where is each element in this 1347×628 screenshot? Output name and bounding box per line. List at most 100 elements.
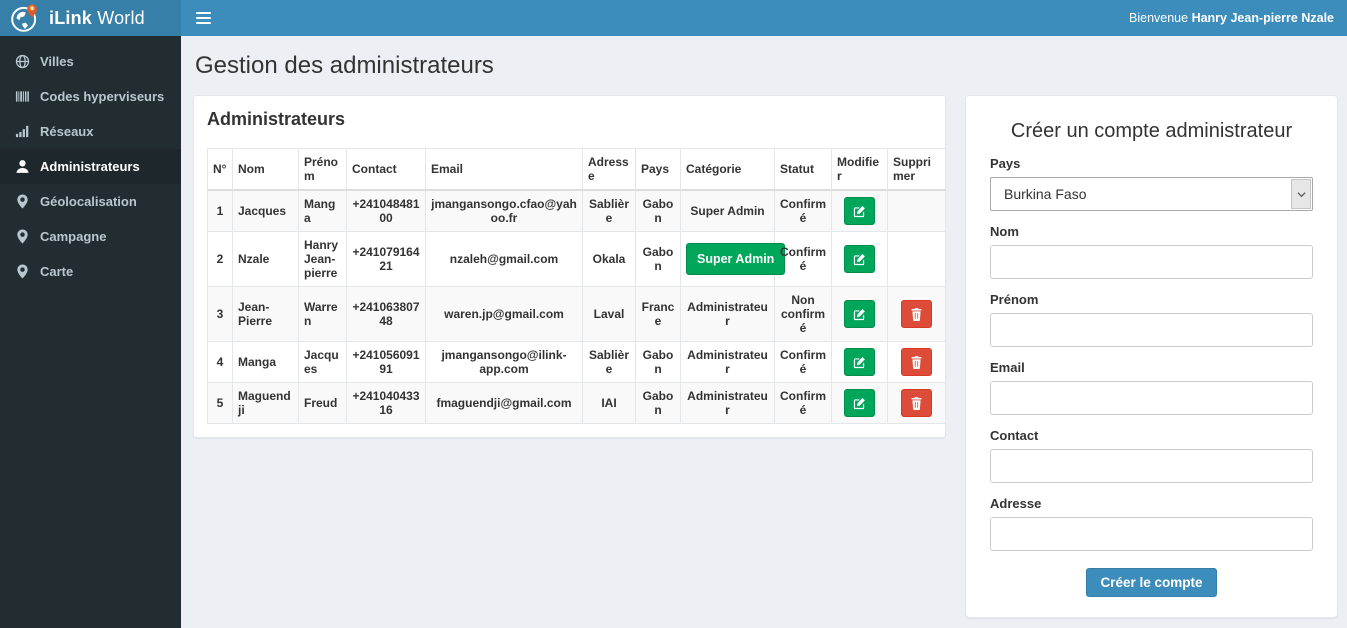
delete-button[interactable] [901,300,932,328]
table-row: 3 Jean-Pierre Warren +24106380748 waren.… [207,286,946,342]
cell-contact: +24104848100 [346,189,426,232]
cell-nom: Jacques [232,189,299,232]
cell-nom: Nzale [232,231,299,287]
col-header-email: Email [425,148,583,191]
contact-field[interactable] [990,449,1313,483]
edit-button[interactable] [844,348,875,376]
table-row: 2 Nzale Hanry Jean-pierre +24107916421 n… [207,231,946,287]
cell-numero: 5 [207,382,233,424]
map-marker-icon [17,264,28,279]
brand-title: iLink World [49,7,145,28]
nom-field[interactable] [990,245,1313,279]
cell-modifier [831,286,888,342]
cell-categorie: Super Admin [680,231,786,287]
administrators-table: N° Nom Prénom Contact Email Adresse Pays… [207,148,946,424]
prenom-label: Prénom [990,292,1039,307]
cell-contact: +24105609191 [346,341,426,383]
cell-prenom: Jacques [298,341,347,383]
cell-categorie: Administrateur [680,341,775,383]
categorie-super-admin-button[interactable]: Super Admin [686,243,786,275]
cell-supprimer [887,189,946,232]
welcome-prefix: Bienvenue [1129,11,1192,25]
sidebar-item-campagne[interactable]: Campagne [0,219,181,254]
email-field[interactable] [990,381,1313,415]
cell-numero: 3 [207,286,233,342]
sidebar-item-reseaux[interactable]: Réseaux [0,114,181,149]
table-row: 5 Maguendji Freud +24104043316 fmaguendj… [207,382,946,424]
cell-email: fmaguendji@gmail.com [425,382,583,424]
cell-pays: Gabon [635,189,681,232]
cell-modifier [831,231,888,287]
col-header-supprimer: Supprimer [887,148,946,191]
table-row: 1 Jacques Manga +24104848100 jmangansong… [207,189,946,232]
ilink-globe-pin-logo-icon: $ [11,4,37,32]
sidebar-nav: Villes Codes hyperviseurs Réseaux Ad [0,36,181,289]
edit-button[interactable] [844,197,875,225]
cell-adresse: Laval [582,286,636,342]
col-header-statut: Statut [774,148,832,191]
cell-modifier [831,189,888,232]
cell-email: nzaleh@gmail.com [425,231,583,287]
edit-pencil-square-icon [853,397,865,409]
delete-button[interactable] [901,389,932,417]
pays-select[interactable]: Burkina Faso [990,177,1313,211]
cell-statut: Confirmé [774,189,832,232]
sidebar-item-carte[interactable]: Carte [0,254,181,289]
edit-pencil-square-icon [853,356,865,368]
cell-email: jmangansongo.cfao@yahoo.fr [425,189,583,232]
cell-nom: Jean-Pierre [232,286,299,342]
cell-pays: Gabon [635,382,681,424]
sidebar-item-label: Réseaux [40,124,94,139]
cell-prenom: Freud [298,382,347,424]
barcode-icon [15,91,29,102]
col-header-pays: Pays [635,148,681,191]
edit-button[interactable] [844,389,875,417]
trash-icon [911,355,922,369]
svg-text:$: $ [31,6,34,12]
cell-statut: Confirmé [774,382,832,424]
contact-label: Contact [990,428,1039,443]
email-label: Email [990,360,1025,375]
cell-nom: Maguendji [232,382,299,424]
edit-button[interactable] [844,245,875,273]
cell-pays: Gabon [635,341,681,383]
cell-adresse: Sablière [582,341,636,383]
sidebar-item-villes[interactable]: Villes [0,44,181,79]
page-title: Gestion des administrateurs [195,52,494,79]
user-menu[interactable]: Bienvenue Hanry Jean-pierre Nzale [1129,11,1334,25]
edit-button[interactable] [844,300,875,328]
cell-prenom: Warren [298,286,347,342]
sidebar: $ iLink World Villes Codes hyperviseurs [0,0,181,628]
map-marker-icon [17,229,28,244]
col-header-contact: Contact [346,148,426,191]
adresse-label: Adresse [990,496,1042,511]
sidebar-item-geolocalisation[interactable]: Géolocalisation [0,184,181,219]
delete-button[interactable] [901,348,932,376]
cell-prenom: Manga [298,189,347,232]
cell-contact: +24106380748 [346,286,426,342]
brand[interactable]: $ iLink World [0,0,181,36]
prenom-field[interactable] [990,313,1313,347]
col-header-numero: N° [207,148,233,191]
sidebar-item-administrateurs[interactable]: Administrateurs [0,149,181,184]
cell-numero: 4 [207,341,233,383]
administrators-panel: Administrateurs N° Nom Prénom [193,95,946,438]
sidebar-toggle-hamburger-icon[interactable] [194,8,213,28]
create-account-button[interactable]: Créer le compte [1086,568,1217,597]
col-header-prenom: Prénom [298,148,347,191]
top-navbar: Bienvenue Hanry Jean-pierre Nzale [181,0,1347,36]
chevron-down-icon [1291,179,1311,209]
cell-supprimer [887,286,946,342]
sidebar-item-codes-hyperviseurs[interactable]: Codes hyperviseurs [0,79,181,114]
pays-label: Pays [990,156,1021,171]
col-header-categorie: Catégorie [680,148,775,191]
col-header-adresse: Adresse [582,148,636,191]
cell-supprimer [887,231,946,287]
pays-selected-value: Burkina Faso [1004,186,1087,202]
cell-prenom: Hanry Jean-pierre [298,231,347,287]
welcome-user-name: Hanry Jean-pierre Nzale [1191,11,1334,25]
table-row: 4 Manga Jacques +24105609191 jmangansong… [207,341,946,383]
adresse-field[interactable] [990,517,1313,551]
cell-contact: +24104043316 [346,382,426,424]
